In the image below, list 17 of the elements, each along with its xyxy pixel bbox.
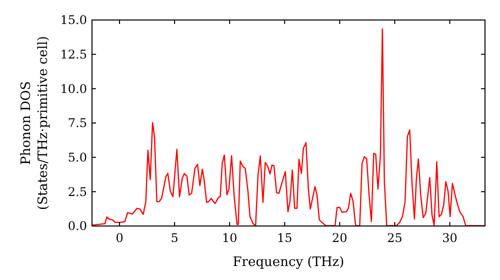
y-tick-label: 15.0 — [60, 13, 87, 28]
y-tick-label: 10.0 — [60, 82, 87, 96]
x-tick-label: 15 — [277, 231, 292, 245]
x-tick-label: 10 — [222, 231, 238, 245]
x-tick-label: 0 — [116, 231, 124, 245]
x-tick-label: 25 — [387, 231, 402, 245]
y-tick-label: 5.0 — [68, 150, 87, 165]
y-tick-label: 2.5 — [68, 184, 87, 199]
x-tick-label: 30 — [442, 231, 458, 245]
x-tick-label: 20 — [332, 231, 348, 245]
y-tick-label: 0.0 — [68, 219, 87, 234]
y-tick-label: 7.5 — [68, 116, 87, 130]
x-axis-title: Frequency (THz) — [232, 255, 344, 270]
line-series — [92, 28, 485, 226]
y-axis-title: Phonon DOS (States/THz·primitive cell) — [19, 36, 51, 210]
y-tick-label: 12.5 — [60, 48, 87, 62]
x-tick-label: 5 — [170, 231, 178, 245]
